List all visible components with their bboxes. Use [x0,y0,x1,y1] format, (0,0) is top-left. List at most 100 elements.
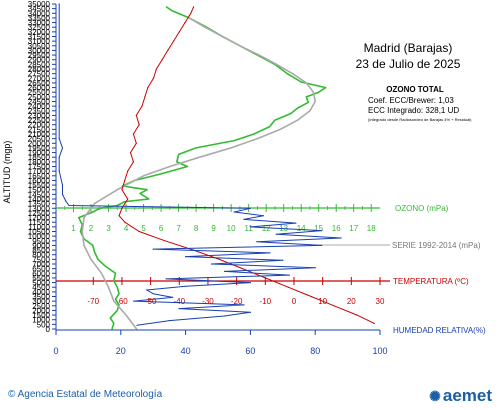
series-line-temperature-point [190,12,192,14]
altitude-tick-label: 10000 [28,232,51,241]
series-line-ozone-point [171,9,173,12]
altitude-tick-label: 1500 [32,311,50,320]
altitude-tick-label: 5500 [32,274,50,283]
series-line-ozone-climatology-point [199,156,201,158]
humidity-tick-label: 40 [181,346,191,356]
series-line-temperature-point [241,268,243,270]
series-line-ozone-point [178,153,180,155]
ozone-tick-label: 11 [244,224,253,233]
altitude-tick-label: 28500 [28,60,51,69]
altitude-tick-label: 31000 [28,37,51,46]
ozone-tick-label: 14 [297,224,306,233]
ozone-tick-label: 2 [89,224,94,233]
series-line-humidity-point [58,105,60,107]
temperature-tick-label: -60 [116,297,128,306]
altitude-tick-label: 29500 [28,51,51,60]
series-line-humidity-point [314,267,316,269]
series-line-ozone-climatology-point [312,91,314,93]
altitude-tick-label: 9000 [32,241,50,250]
series-line-temperature-point [127,170,129,172]
series-line-humidity-point [288,274,290,276]
altitude-tick-label: 23000 [28,111,51,120]
chart-subtitle: 23 de Julio de 2025 [356,57,461,71]
series-line-ozone-point [269,126,271,128]
altitude-tick-label: 30000 [28,46,51,55]
temperature-tick-label: -30 [202,297,214,306]
series-line-ozone-point [93,251,96,253]
series-line-ozone-point [160,173,162,175]
series-line-temperature-point [373,322,375,324]
altitude-tick-label: 16000 [28,176,51,185]
humidity-tick-label: 80 [310,346,320,356]
series-line-ozone-climatology-point [279,128,281,130]
series-line-temperature-point [184,22,186,24]
series-line-humidity-point [178,308,180,310]
series-line-ozone-climatology-point [256,138,258,140]
altitude-tick-label: 27500 [28,70,51,79]
altitude-tick-label: 6500 [32,265,50,274]
humidity-tick-label: 20 [116,346,126,356]
ozone-tick-label: 6 [159,224,164,233]
altitude-tick-label: 0 [46,325,51,334]
altitude-tick-label: 31500 [28,33,51,42]
series-line-humidity-point [340,237,342,239]
series-line-ozone-point [165,6,167,8]
series-line-temperature-point [218,258,220,260]
series-line-temperature-point [356,314,358,316]
series-line-humidity-point [61,147,64,149]
series-line-humidity-point [249,311,251,313]
series-line-temperature-point [161,59,163,61]
series-line-temperature-point [333,305,335,307]
altitude-tick-label: 500 [37,320,51,329]
series-line-temperature-point [118,215,120,217]
altitude-tick-label: 3500 [32,293,50,302]
series-line-humidity-point [146,289,148,291]
series-legend-label: SERIE 1992-2014 (mPa) [392,241,481,250]
altitude-tick-label: 8000 [32,251,50,260]
series-line-ozone-point [325,87,327,89]
series-line-humidity-point [61,184,64,186]
series-line-humidity-point [249,207,251,209]
aemet-logo[interactable]: ✺ aemet [429,386,492,406]
altitude-tick-label: 22500 [28,116,51,125]
series-line-ozone-point [104,265,106,267]
altitude-tick-label: 33500 [28,14,51,23]
series-line-humidity-point [249,226,251,228]
altitude-tick-label: 3000 [32,297,50,306]
series-line-humidity [58,4,342,326]
altitude-tick-label: 7500 [32,255,50,264]
ozone-tick-label: 7 [176,224,181,233]
temperature-axis-label: TEMPERATURA (ºC) [393,277,469,286]
altitude-tick-label: 17000 [28,167,51,176]
ozone-total-heading: OZONO TOTAL [386,85,444,94]
series-line-humidity-point [321,230,323,232]
ozone-tick-label: 17 [349,224,358,233]
humidity-tick-label: 60 [245,346,255,356]
series-line-humidity-point [68,204,70,207]
altitude-tick-label: 8500 [32,246,50,255]
series-line-temperature [118,6,375,324]
temperature-tick-label: -40 [174,297,186,306]
series-line-ozone-climatology-point [258,54,260,56]
altitude-tick-label: 29000 [28,56,51,65]
series-line-humidity-point [65,200,67,202]
altitude-tick-label: 34500 [28,5,51,14]
series-line-ozone-climatology-point [221,35,223,38]
altitude-tick-label: 32500 [28,23,51,32]
series-line-temperature-point [147,87,149,89]
ozone-tick-label: 5 [141,224,146,233]
series-line-ozone-point [118,304,120,306]
series-line-humidity-point [168,320,170,322]
ozone-tick-label: 9 [211,224,216,233]
series-line-humidity-point [165,278,167,280]
ozone-tick-label: 16 [332,224,341,233]
ozone-tick-label: 15 [314,224,323,233]
series-line-ozone-point [78,217,80,219]
series-line-temperature-point [138,230,140,233]
series-line-ozone-climatology-point [116,189,118,191]
altitude-tick-label: 25500 [28,88,51,97]
series-line-humidity-point [185,285,187,287]
series-line-humidity-point [269,252,271,254]
ozone-total-note: (Integrado desde Radiosondeo de Barajas … [368,117,472,122]
altitude-tick-label: 10500 [28,228,51,237]
